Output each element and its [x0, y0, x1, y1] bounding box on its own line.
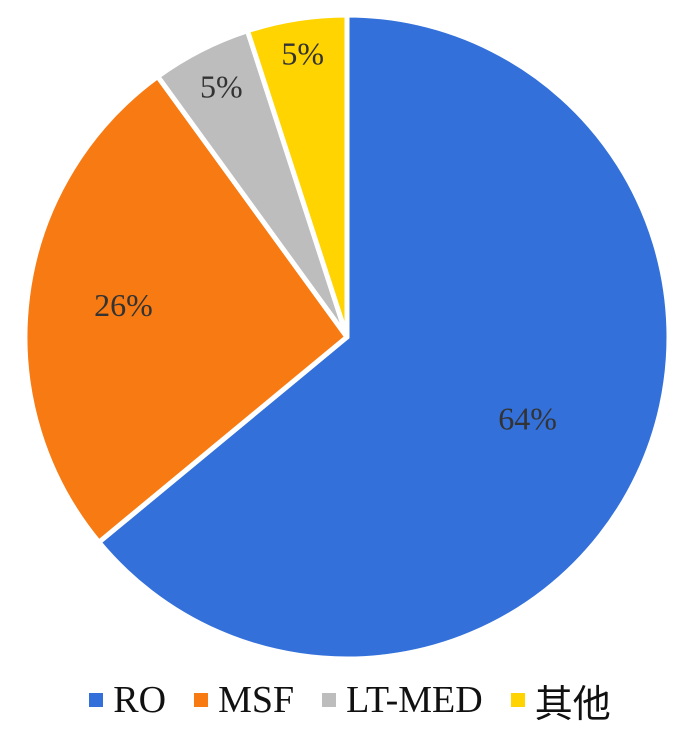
pie-slice-ro	[96, 12, 672, 662]
pie-slice-msf	[22, 74, 350, 545]
legend-label-ro: RO	[113, 679, 167, 721]
pie-label-ro: 64%	[498, 400, 557, 436]
legend-item-lt-med: LT-MED	[322, 678, 483, 722]
pie-label-msf: 26%	[94, 287, 153, 323]
pie-chart-svg: 64% 26% 5% 5%	[22, 12, 672, 662]
legend: RO MSF LT-MED 其他	[0, 673, 700, 728]
pie-slice-labels: 64% 26% 5% 5%	[94, 35, 557, 436]
pie-label-lt-med: 5%	[200, 69, 243, 105]
legend-label-other: 其他	[534, 683, 611, 726]
legend-swatch-msf	[194, 693, 209, 707]
pie-label-other: 5%	[281, 35, 324, 71]
pie-slices	[22, 12, 672, 662]
legend-swatch-ro	[89, 693, 104, 707]
legend-item-msf: MSF	[194, 678, 294, 722]
legend-swatch-lt-med	[322, 693, 337, 707]
legend-item-ro: RO	[89, 678, 166, 722]
legend-label-msf: MSF	[218, 679, 295, 721]
legend-item-other: 其他	[510, 673, 611, 728]
legend-swatch-other	[510, 693, 525, 707]
legend-label-lt-med: LT-MED	[346, 679, 483, 721]
pie-slice-other	[245, 12, 350, 340]
